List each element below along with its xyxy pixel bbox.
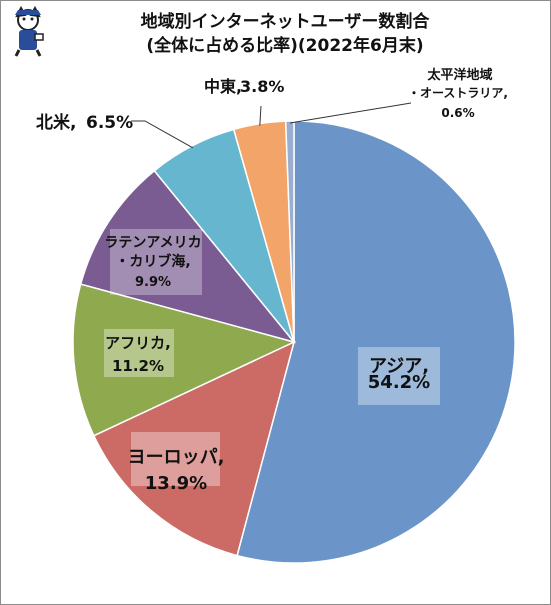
pie-slice-3 [79,169,297,344]
slice-name-label-2: アフリカ, [105,334,171,352]
slice-label-box-1 [131,432,220,486]
slice-label-box-3 [110,229,202,295]
slice-value-label-6: 0.6% [441,106,474,120]
slice-name-label-5: 中東, [204,77,242,96]
slice-name-label-3: ラテンアメリカ [104,235,201,251]
slice-name-label-0: アジア, [369,356,429,377]
leader-line-6 [289,102,412,124]
leader-line-4 [131,120,194,149]
slice-name-label-1: ヨーロッパ, [128,447,225,468]
slice-name-label-6: 太平洋地域 [426,67,492,83]
slice-name-label-6-2: ・オーストラリア, [408,86,508,100]
mascot-logo-icon [14,6,44,57]
slice-label-box-2 [104,329,174,377]
pie-slice-0 [236,120,516,564]
pie-slice-1 [92,340,296,557]
slice-value-label-5: 3.8% [240,77,284,96]
leader-line-5 [259,105,262,126]
slice-value-label-1: 13.9% [145,473,207,494]
slice-value-label-0: 54.2% [368,372,430,393]
slice-name-label-4: 北米, [36,112,76,133]
slice-value-label-3: 9.9% [135,275,171,290]
chart-title-line2: (全体に占める比率)(2022年6月末) [146,36,424,56]
pie-slice-2 [72,283,297,437]
chart-title-line1: 地域別インターネットユーザー数割合 [140,12,430,32]
pie-slice-6 [284,120,295,343]
slice-value-label-2: 11.2% [112,357,164,375]
slice-name-label-3-2: ・カリブ海, [115,253,190,270]
slice-value-label-4: 6.5% [86,113,133,133]
chart-title: 地域別インターネットユーザー数割合 (全体に占める比率)(2022年6月末) [95,10,475,58]
slice-label-box-0 [358,347,440,405]
